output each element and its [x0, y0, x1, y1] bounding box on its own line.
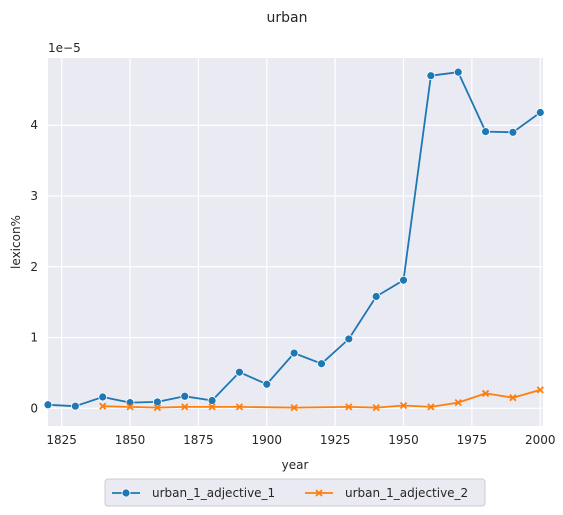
data-point — [372, 403, 380, 412]
data-point — [453, 67, 463, 77]
legend-items: urban_1_adjective_1 urban_1_adjective_2 — [112, 486, 468, 500]
data-point — [125, 398, 135, 408]
y-tick-label: 4 — [30, 118, 38, 132]
y-tick-label: 2 — [30, 260, 38, 274]
data-point — [481, 127, 490, 137]
data-point — [399, 275, 408, 285]
y-tick-labels: 0 1 2 3 4 — [30, 118, 38, 415]
y-tick-label: 1 — [30, 331, 38, 345]
data-point — [181, 403, 189, 411]
data-point — [481, 389, 490, 398]
x-tick-label: 1950 — [388, 433, 419, 447]
data-point — [153, 403, 162, 412]
data-point — [535, 108, 545, 117]
x-tick-label: 2000 — [525, 433, 556, 447]
legend-label: urban_1_adjective_2 — [345, 486, 468, 500]
data-point — [427, 403, 435, 411]
grid — [48, 58, 543, 426]
data-point — [536, 386, 544, 394]
data-point — [399, 401, 408, 410]
legend-label: urban_1_adjective_1 — [152, 486, 275, 500]
data-point — [344, 334, 354, 344]
x-tick-label: 1825 — [46, 433, 77, 447]
data-point — [70, 401, 80, 411]
legend-box — [104, 478, 486, 507]
series-markers — [43, 67, 545, 412]
data-point — [509, 394, 517, 402]
data-point — [235, 367, 244, 377]
legend-marker — [121, 488, 131, 498]
data-point — [152, 397, 162, 407]
data-point — [371, 292, 381, 301]
data-point — [426, 71, 436, 81]
data-point — [98, 392, 108, 402]
data-point — [43, 400, 53, 410]
y-offset-label: 1e−5 — [48, 41, 81, 55]
data-point — [208, 403, 216, 411]
legend: urban_1_adjective_1 urban_1_adjective_2 — [104, 478, 486, 507]
y-tick-label: 3 — [30, 189, 38, 203]
plot-background — [48, 58, 543, 426]
data-point — [126, 403, 134, 411]
data-point — [345, 403, 353, 411]
y-tick-label: 0 — [30, 401, 38, 415]
data-point — [235, 403, 244, 411]
x-tick-label: 1975 — [457, 433, 488, 447]
data-point — [290, 403, 298, 412]
chart-title: urban — [267, 10, 308, 26]
data-point — [317, 359, 326, 369]
x-tick-label: 1850 — [115, 433, 146, 447]
x-tick-labels: 1825 1850 1875 1900 1925 1950 1975 2000 — [46, 433, 555, 447]
legend-marker — [315, 489, 323, 497]
y-axis-label: lexicon% — [9, 215, 23, 269]
x-tick-label: 1875 — [183, 433, 214, 447]
data-point — [454, 399, 462, 407]
data-point — [207, 396, 217, 405]
x-tick-label: 1925 — [320, 433, 351, 447]
data-point — [508, 127, 518, 137]
data-point — [289, 348, 299, 358]
data-point — [180, 391, 190, 401]
data-point — [262, 379, 272, 389]
x-tick-label: 1900 — [252, 433, 283, 447]
x-axis-label: year — [282, 458, 309, 472]
data-point — [99, 402, 107, 410]
